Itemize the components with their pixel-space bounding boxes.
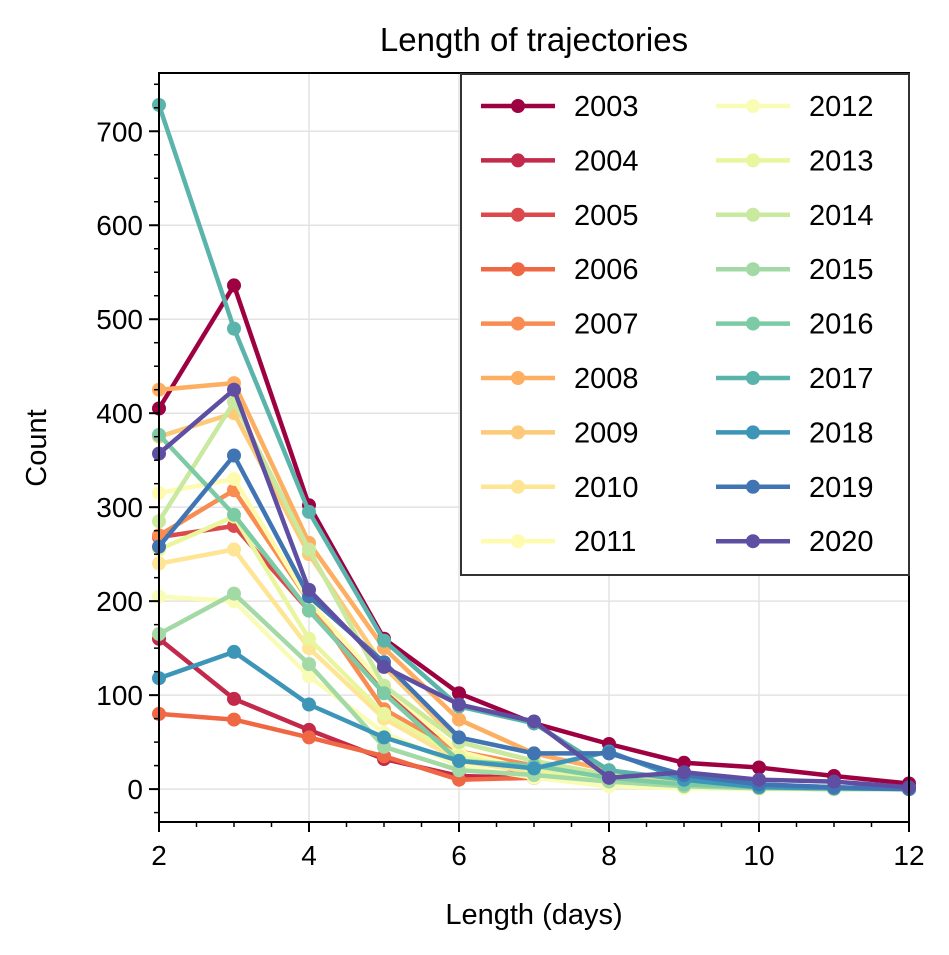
legend-label-2008: 2008 (574, 363, 639, 395)
data-point-2020 (452, 697, 466, 712)
legend-label-2007: 2007 (574, 309, 639, 341)
x-axis-label: Length (days) (445, 899, 622, 931)
y-tick-label: 0 (127, 774, 143, 805)
data-point-2010 (227, 542, 241, 557)
x-tick-label: 8 (601, 840, 617, 871)
legend-label-2018: 2018 (809, 417, 874, 449)
chart-title: Length of trajectories (380, 21, 688, 58)
legend-label-2006: 2006 (574, 254, 639, 286)
legend-marker-2010 (511, 479, 525, 494)
legend: 2003 2004 2005 2006 2007 2008 2009 2010 2011 2012… (460, 73, 910, 576)
legend-label-2016: 2016 (809, 309, 874, 341)
data-point-2016 (227, 507, 241, 522)
data-point-2004 (227, 691, 241, 706)
legend-marker-2013 (746, 153, 760, 168)
data-point-2020 (377, 659, 391, 674)
legend-marker-2020 (746, 534, 760, 549)
y-tick-label: 600 (96, 210, 143, 241)
data-point-2017 (302, 504, 316, 519)
data-point-2020 (827, 774, 841, 789)
data-point-2016 (302, 603, 316, 618)
data-point-2018 (302, 697, 316, 712)
data-point-2020 (527, 714, 541, 729)
legend-label-2004: 2004 (574, 145, 639, 177)
legend-label-2005: 2005 (574, 200, 639, 232)
data-point-2019 (227, 448, 241, 463)
data-point-2013 (377, 706, 391, 721)
data-point-2018 (527, 761, 541, 776)
legend-marker-2015 (746, 262, 760, 277)
y-axis-label: Count (21, 409, 53, 486)
legend-marker-2014 (746, 207, 760, 222)
data-point-2003 (752, 760, 766, 775)
y-tick-label: 100 (96, 680, 143, 711)
legend-label-2009: 2009 (574, 417, 639, 449)
legend-label-2003: 2003 (574, 91, 639, 123)
data-point-2018 (227, 644, 241, 659)
y-tick-label: 700 (96, 116, 143, 147)
data-point-2003 (452, 686, 466, 701)
y-tick-label: 300 (96, 492, 143, 523)
legend-marker-2017 (746, 371, 760, 385)
x-tick-label: 12 (893, 840, 924, 871)
legend-label-2019: 2019 (809, 472, 874, 504)
x-tick-label: 4 (301, 840, 317, 871)
legend-marker-2016 (746, 316, 760, 331)
legend-label-2012: 2012 (809, 91, 874, 123)
data-point-2019 (602, 746, 616, 761)
legend-label-2020: 2020 (809, 526, 874, 558)
data-point-2020 (227, 382, 241, 397)
legend-marker-2003 (511, 99, 525, 113)
legend-marker-2006 (511, 262, 525, 277)
data-point-2017 (377, 633, 391, 648)
legend-marker-2011 (511, 534, 525, 549)
data-point-2012 (302, 669, 316, 684)
data-point-2018 (452, 753, 466, 768)
legend-marker-2018 (746, 425, 760, 440)
data-point-2008 (452, 712, 466, 727)
data-point-2017 (227, 321, 241, 336)
data-point-2020 (302, 582, 316, 597)
legend-marker-2008 (511, 371, 525, 385)
legend-marker-2005 (511, 207, 525, 222)
legend-label-2015: 2015 (809, 254, 874, 286)
legend-label-2013: 2013 (809, 145, 874, 177)
legend-label-2017: 2017 (809, 363, 874, 395)
legend-label-2011: 2011 (574, 526, 636, 558)
legend-marker-2012 (746, 99, 760, 113)
data-point-2006 (227, 712, 241, 727)
data-point-2016 (377, 686, 391, 701)
y-tick-label: 400 (96, 398, 143, 429)
x-tick-label: 6 (451, 840, 467, 871)
data-point-2015 (227, 586, 241, 601)
legend-marker-2004 (511, 153, 525, 168)
data-point-2014 (302, 542, 316, 557)
data-point-2020 (752, 772, 766, 787)
data-point-2019 (527, 746, 541, 761)
legend-label-2010: 2010 (574, 472, 639, 504)
y-tick-label: 200 (96, 586, 143, 617)
x-tick-label: 10 (743, 840, 774, 871)
data-point-2020 (602, 770, 616, 785)
data-point-2003 (227, 278, 241, 293)
legend-label-2014: 2014 (809, 200, 874, 232)
legend-marker-2009 (511, 425, 525, 440)
data-point-2015 (302, 657, 316, 672)
legend-marker-2019 (746, 479, 760, 494)
data-point-2018 (377, 730, 391, 745)
data-point-2011 (227, 471, 241, 486)
data-point-2020 (677, 765, 691, 780)
legend-marker-2007 (511, 316, 525, 331)
x-tick-label: 2 (151, 840, 167, 871)
data-point-2013 (302, 631, 316, 646)
y-tick-label: 500 (96, 304, 143, 335)
data-point-2006 (302, 730, 316, 745)
data-point-2019 (452, 730, 466, 745)
